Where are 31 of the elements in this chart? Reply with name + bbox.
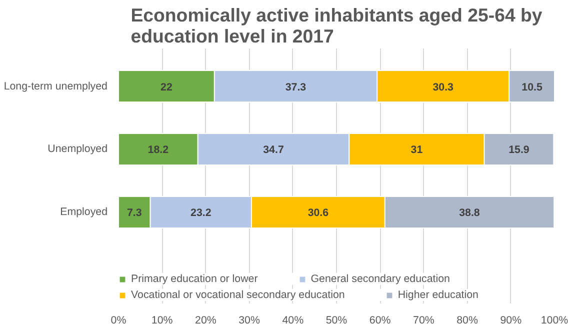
- data-label: 31: [410, 144, 423, 156]
- data-label: 7.3: [127, 207, 142, 220]
- x-tick-label: 10%: [151, 314, 174, 326]
- legend-label: General secondary education: [310, 273, 450, 285]
- x-tick-label: 0%: [110, 314, 127, 326]
- data-label: 38.8: [459, 207, 480, 220]
- y-tick-label: Unemployed: [48, 143, 108, 156]
- y-tick-label: Employed: [60, 206, 108, 218]
- data-label: 34.7: [263, 144, 284, 156]
- y-tick-label: Long-term unemplyed: [4, 80, 108, 92]
- x-tick-label: 80%: [456, 314, 478, 326]
- legend-label: Higher education: [398, 289, 478, 301]
- legend-label: Vocational or vocational secondary education: [131, 289, 345, 301]
- data-label: 30.3: [432, 81, 454, 94]
- data-label: 22: [160, 81, 172, 94]
- x-tick-label: 70%: [413, 314, 435, 326]
- data-label: 23.2: [190, 207, 212, 220]
- x-tick-label: 50%: [326, 314, 348, 326]
- x-tick-label: 30%: [238, 314, 260, 326]
- x-tick-label: 40%: [282, 314, 304, 326]
- chart-title: Economically active inhabitants aged 25-64 by education level in 2017: [130, 4, 543, 46]
- x-tick-label: 100%: [540, 314, 569, 326]
- data-label: 10.5: [522, 81, 542, 94]
- data-label: 15.9: [508, 144, 530, 156]
- x-tick-label: 60%: [369, 314, 392, 326]
- data-label: 37.3: [285, 81, 306, 94]
- legend-label: Primary education or lower: [131, 273, 258, 285]
- data-label: 30.6: [308, 207, 329, 220]
- x-tick-label: 90%: [500, 314, 522, 326]
- data-label: 18.2: [148, 144, 169, 156]
- x-tick-label: 20%: [195, 314, 217, 326]
